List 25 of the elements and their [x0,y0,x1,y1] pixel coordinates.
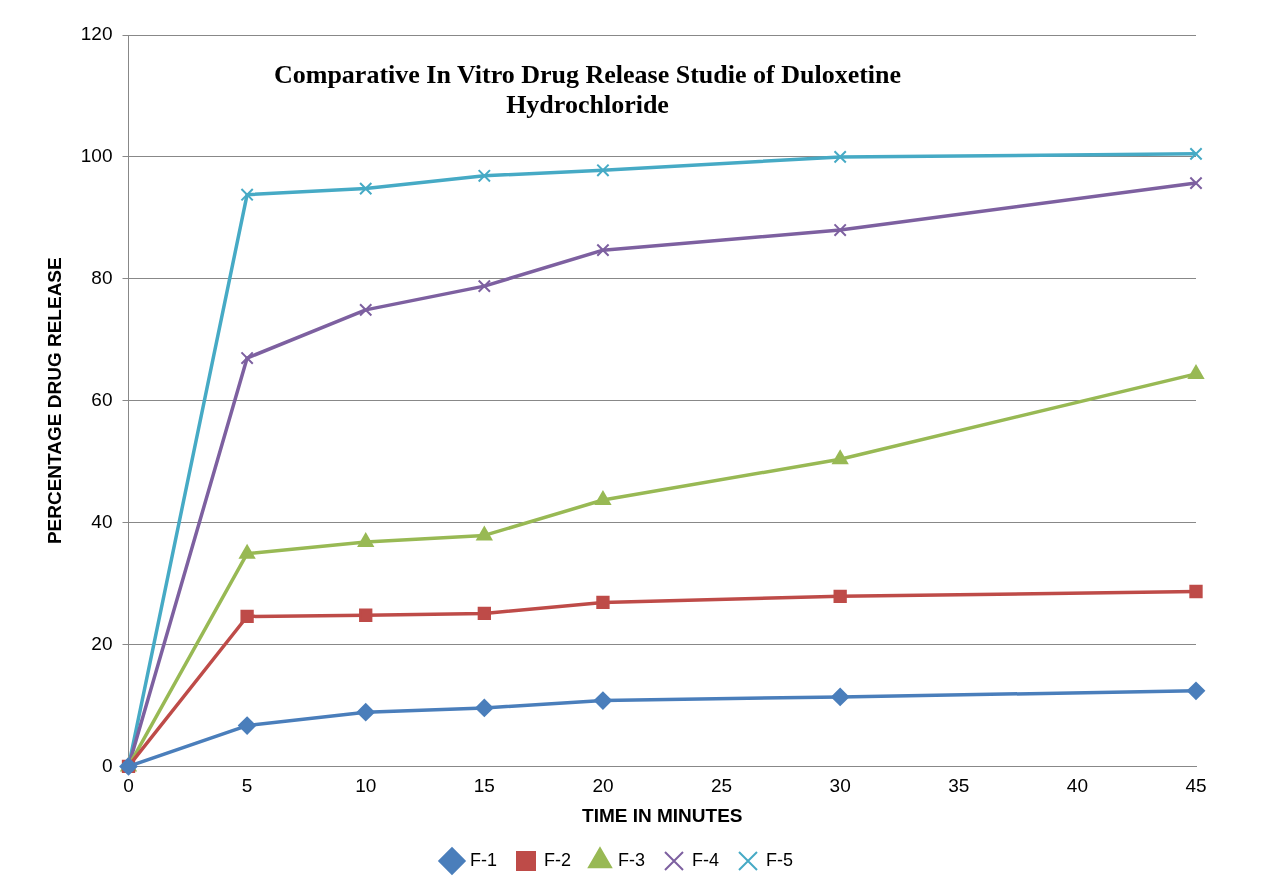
y-tick-label: 40 [91,510,113,532]
x-tick-label: 5 [241,775,253,797]
x-tick-label: 0 [123,775,134,797]
x-tick-label: 20 [592,775,614,797]
legend-label: F-4 [692,849,719,870]
x-tick-label: 40 [1066,775,1088,797]
y-tick-label: 60 [91,388,113,410]
legend-label: F-5 [766,849,793,870]
x-axis-title: TIME IN MINUTES [582,804,743,826]
legend-label: F-3 [618,849,645,870]
x-tick-label: 25 [710,775,733,797]
y-tick-label: 100 [80,145,113,167]
y-tick-label: 0 [101,754,113,776]
text: Comparative In Vitro Drug Release Studie of Duloxetine Hydrochloride [273,59,902,119]
x-tick-label: 45 [1185,775,1207,797]
y-tick-label: 80 [91,267,113,289]
x-tick-label: 30 [829,775,851,797]
y-tick-label: 120 [80,23,113,45]
y-tick-label: 20 [91,632,113,654]
x-tick-label: 10 [355,775,377,797]
x-tick-label: 15 [473,775,495,797]
legend-label: F-1 [470,849,497,870]
y-axis-title: PERCENTAGE DRUG RELEASE [43,257,65,545]
legend-label: F-2 [544,849,571,870]
x-tick-label: 35 [948,775,970,797]
